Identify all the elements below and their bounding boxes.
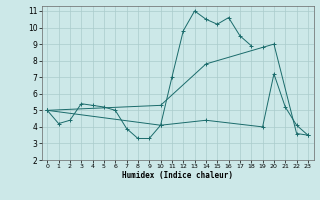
X-axis label: Humidex (Indice chaleur): Humidex (Indice chaleur)	[122, 171, 233, 180]
